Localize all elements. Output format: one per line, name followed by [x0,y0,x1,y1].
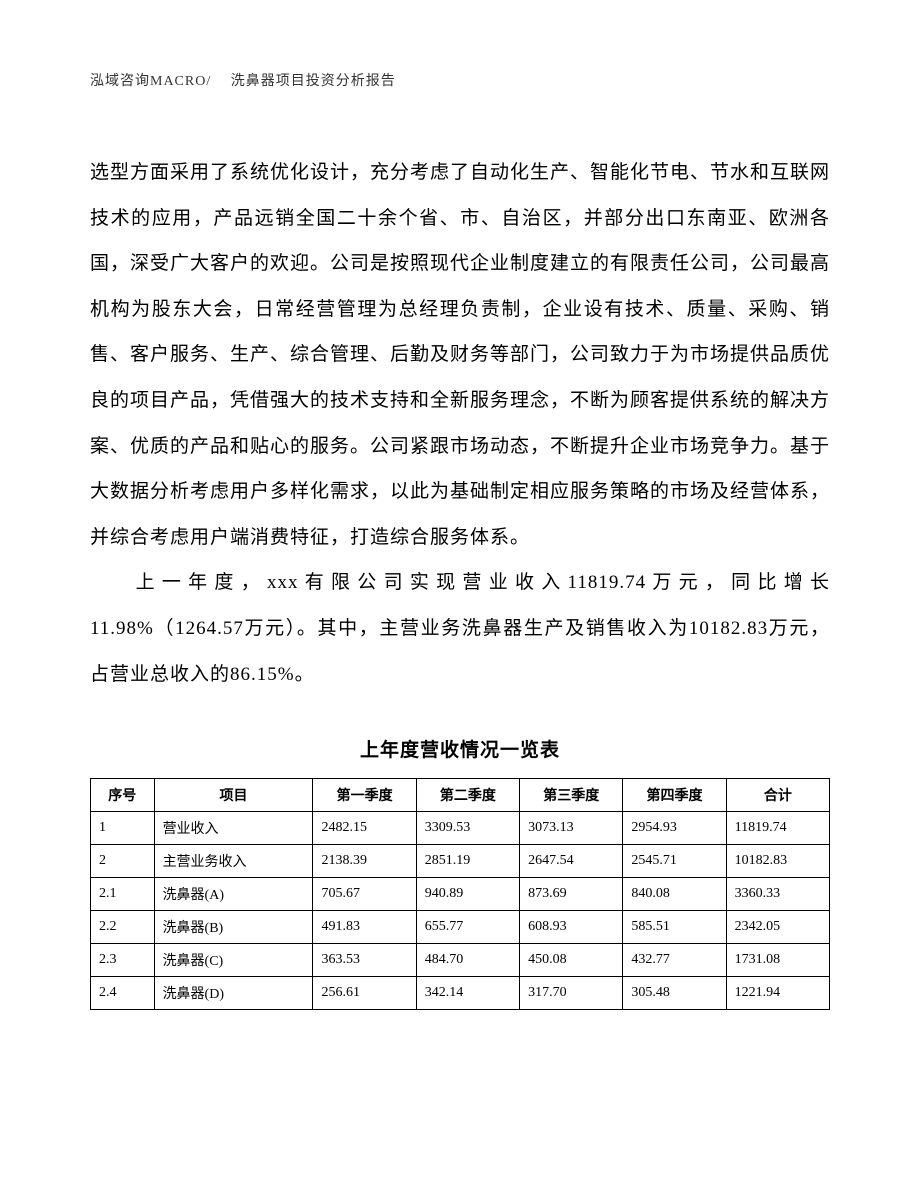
table-cell: 洗鼻器(D) [154,977,313,1010]
table-row: 2.4 洗鼻器(D) 256.61 342.14 317.70 305.48 1… [91,977,830,1010]
table-row: 1 营业收入 2482.15 3309.53 3073.13 2954.93 1… [91,812,830,845]
table-cell: 10182.83 [726,845,829,878]
table-cell: 2.1 [91,878,155,911]
table-header: 第三季度 [520,779,623,812]
table-cell: 1 [91,812,155,845]
table-cell: 2954.93 [623,812,726,845]
table-cell: 342.14 [416,977,519,1010]
table-cell: 洗鼻器(A) [154,878,313,911]
table-cell: 305.48 [623,977,726,1010]
table-row: 2.1 洗鼻器(A) 705.67 940.89 873.69 840.08 3… [91,878,830,911]
table-cell: 432.77 [623,944,726,977]
table-cell: 873.69 [520,878,623,911]
table-cell: 655.77 [416,911,519,944]
table-header: 合计 [726,779,829,812]
table-row: 2.3 洗鼻器(C) 363.53 484.70 450.08 432.77 1… [91,944,830,977]
body-content: 选型方面采用了系统优化设计，充分考虑了自动化生产、智能化节电、节水和互联网技术的… [90,150,830,697]
table-cell: 2 [91,845,155,878]
table-cell: 450.08 [520,944,623,977]
table-header: 项目 [154,779,313,812]
revenue-table: 序号 项目 第一季度 第二季度 第三季度 第四季度 合计 1 营业收入 2482… [90,778,830,1010]
table-cell: 3309.53 [416,812,519,845]
table-header: 第一季度 [313,779,416,812]
table-cell: 主营业务收入 [154,845,313,878]
table-cell: 363.53 [313,944,416,977]
table-cell: 2138.39 [313,845,416,878]
table-row: 2.2 洗鼻器(B) 491.83 655.77 608.93 585.51 2… [91,911,830,944]
table-cell: 2342.05 [726,911,829,944]
table-cell: 2.3 [91,944,155,977]
table-cell: 840.08 [623,878,726,911]
table-header: 第二季度 [416,779,519,812]
table-cell: 608.93 [520,911,623,944]
table-cell: 705.67 [313,878,416,911]
table-cell: 2.4 [91,977,155,1010]
table-title: 上年度营收情况一览表 [90,735,830,762]
table-header: 序号 [91,779,155,812]
table-cell: 3073.13 [520,812,623,845]
table-row: 2 主营业务收入 2138.39 2851.19 2647.54 2545.71… [91,845,830,878]
table-cell: 1221.94 [726,977,829,1010]
table-cell: 3360.33 [726,878,829,911]
table-cell: 2545.71 [623,845,726,878]
table-cell: 585.51 [623,911,726,944]
table-header: 第四季度 [623,779,726,812]
table-cell: 2.2 [91,911,155,944]
table-header-row: 序号 项目 第一季度 第二季度 第三季度 第四季度 合计 [91,779,830,812]
paragraph-1: 选型方面采用了系统优化设计，充分考虑了自动化生产、智能化节电、节水和互联网技术的… [90,150,830,560]
table-cell: 2647.54 [520,845,623,878]
table-cell: 洗鼻器(C) [154,944,313,977]
table-cell: 940.89 [416,878,519,911]
table-cell: 484.70 [416,944,519,977]
paragraph-2: 上一年度，xxx有限公司实现营业收入11819.74万元，同比增长11.98%（… [90,560,830,697]
table-cell: 2482.15 [313,812,416,845]
page-header: 泓域咨询MACRO/ 洗鼻器项目投资分析报告 [90,70,830,90]
table-cell: 营业收入 [154,812,313,845]
table-cell: 2851.19 [416,845,519,878]
table-cell: 256.61 [313,977,416,1010]
table-cell: 11819.74 [726,812,829,845]
table-cell: 317.70 [520,977,623,1010]
table-cell: 1731.08 [726,944,829,977]
table-cell: 491.83 [313,911,416,944]
table-cell: 洗鼻器(B) [154,911,313,944]
